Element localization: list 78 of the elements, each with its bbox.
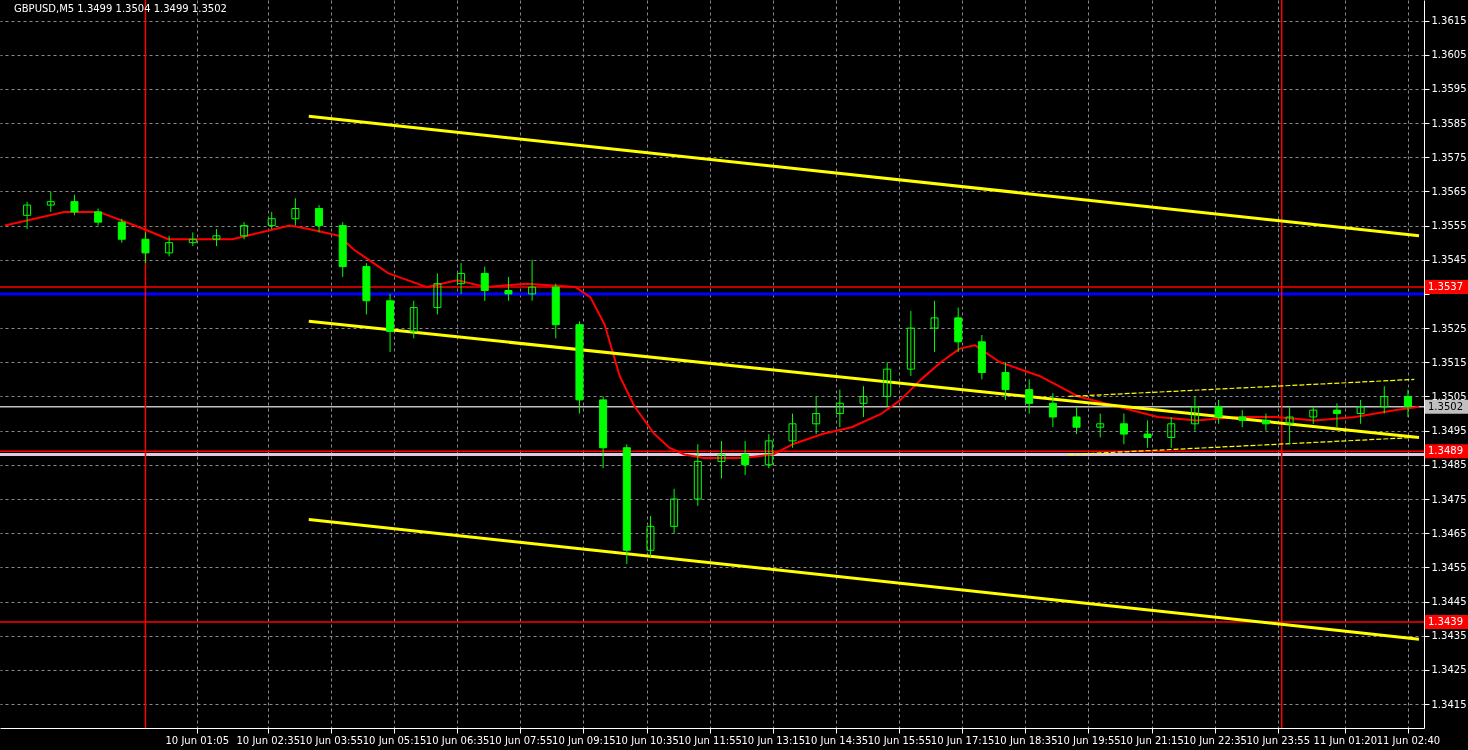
y-tick-label: 1.3525 <box>1431 322 1467 334</box>
y-tick-label: 1.3605 <box>1431 49 1467 61</box>
candlestick <box>1143 419 1152 449</box>
y-tick-label: 1.3485 <box>1431 459 1467 471</box>
x-tick-label: 10 Jun 23:55 <box>1246 734 1311 746</box>
candlestick <box>1356 399 1365 425</box>
candlestick <box>575 320 584 415</box>
candlestick <box>1096 413 1105 438</box>
x-tick-label: 10 Jun 06:35 <box>425 734 490 746</box>
ref-line-label: 1.3489 <box>1428 445 1463 457</box>
x-tick-label: 10 Jun 09:15 <box>552 734 616 746</box>
y-tick-label: 1.3545 <box>1431 254 1467 266</box>
candlestick <box>409 300 418 339</box>
x-tick-label: 10 Jun 11:55 <box>678 734 742 746</box>
candlestick <box>1238 409 1247 428</box>
y-tick-label: 1.3445 <box>1431 596 1467 608</box>
ref-line-label: 1.3537 <box>1428 281 1463 293</box>
y-tick-label: 1.3505 <box>1431 390 1467 402</box>
candlestick <box>764 433 773 469</box>
candlestick <box>1001 361 1010 401</box>
candlestick <box>1072 406 1081 435</box>
x-tick-label: 10 Jun 14:35 <box>804 734 869 746</box>
x-tick-label: 10 Jun 10:35 <box>615 734 679 746</box>
candlestick <box>930 300 939 353</box>
x-tick-label: 10 Jun 01:05 <box>165 734 230 746</box>
candlestick <box>1285 406 1294 445</box>
x-tick-label: 10 Jun 18:35 <box>993 734 1058 746</box>
candlestick <box>457 262 466 295</box>
y-tick-label: 1.3515 <box>1431 356 1467 368</box>
candlestick <box>1309 406 1318 425</box>
x-tick-label: 10 Jun 02:35 <box>236 734 301 746</box>
y-tick-label: 1.3585 <box>1431 117 1467 129</box>
ref-line-label: 1.3439 <box>1428 616 1463 628</box>
candlestick <box>835 389 844 428</box>
x-tick-label: 10 Jun 15:55 <box>867 734 932 746</box>
candlestick <box>1025 378 1034 415</box>
x-tick-label: 10 Jun 22:35 <box>1183 734 1247 746</box>
y-tick-label: 1.3555 <box>1431 220 1467 232</box>
x-tick-label: 10 Jun 21:15 <box>1120 734 1184 746</box>
candlestick <box>291 197 300 227</box>
candlestick <box>433 272 442 315</box>
candlestick <box>812 395 821 435</box>
candlestick <box>267 211 276 230</box>
y-tick-label: 1.3455 <box>1431 561 1467 573</box>
candlestick <box>788 413 797 449</box>
x-tick-label: 10 Jun 13:15 <box>741 734 806 746</box>
y-tick-label: 1.3465 <box>1431 527 1467 539</box>
candlestick <box>1190 395 1199 432</box>
x-tick-label: 10 Jun 19:55 <box>1057 734 1121 746</box>
candlestick <box>859 385 868 418</box>
y-tick-label: 1.3595 <box>1431 83 1467 95</box>
y-tick-label: 1.3495 <box>1431 425 1467 437</box>
x-tick-label: 10 Jun 07:55 <box>488 734 553 746</box>
candlestick <box>883 361 892 408</box>
candlestick <box>1167 416 1176 449</box>
y-tick-label: 1.3565 <box>1431 185 1467 197</box>
candlestick <box>693 443 702 507</box>
candlestick <box>717 440 726 479</box>
candlestick <box>1380 385 1389 415</box>
ref-line-label: 1.3502 <box>1428 400 1463 412</box>
y-tick-label: 1.3575 <box>1431 151 1467 163</box>
x-tick-label: 11 Jun 01:20 <box>1313 734 1378 746</box>
candlestick <box>362 262 371 315</box>
candlestick <box>906 310 915 377</box>
y-tick-label: 1.3615 <box>1431 15 1467 27</box>
x-tick-label: 10 Jun 17:15 <box>930 734 995 746</box>
candlestick <box>1214 399 1223 425</box>
candlestick <box>528 259 537 302</box>
y-tick-label: 1.3435 <box>1431 630 1467 642</box>
x-tick-label: 10 Jun 05:15 <box>362 734 427 746</box>
y-tick-label: 1.3475 <box>1431 493 1467 505</box>
candlestick <box>504 276 513 302</box>
y-tick-label: 1.3425 <box>1431 664 1467 676</box>
y-tick-label: 1.3415 <box>1431 698 1467 710</box>
x-tick-label: 10 Jun 03:55 <box>299 734 364 746</box>
candlestick <box>646 515 655 558</box>
candlestick <box>670 488 679 534</box>
x-tick-label: 11 Jun 02:40 <box>1376 734 1441 746</box>
